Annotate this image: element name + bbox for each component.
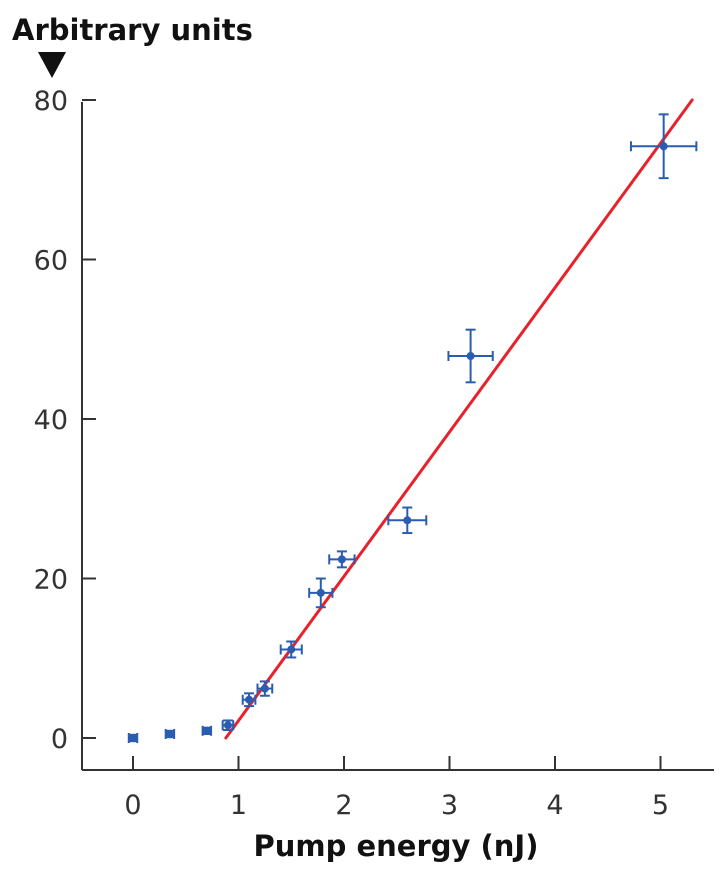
data-point-marker [260, 684, 269, 693]
data-point-marker [659, 142, 668, 151]
y-tick-label: 80 [34, 86, 68, 117]
y-tick-label: 60 [34, 246, 68, 277]
x-axis-title: Pump energy (nJ) [254, 829, 539, 863]
x-tick-label: 0 [124, 790, 141, 821]
data-point [127, 733, 139, 743]
data-points-layer [127, 113, 698, 743]
fit-line-layer [224, 98, 694, 740]
fit-line [224, 98, 694, 740]
data-point [201, 725, 213, 736]
data-point-marker [223, 721, 232, 730]
x-tick-label: 5 [652, 790, 669, 821]
data-point-marker [337, 555, 346, 564]
data-point-marker [316, 588, 325, 597]
data-point [328, 550, 356, 569]
data-point [387, 506, 428, 535]
data-point-marker [165, 730, 174, 739]
data-point [164, 729, 176, 740]
data-point [241, 692, 257, 708]
y-tick-label: 0 [51, 724, 68, 755]
y-axis-title: Arbitrary units [12, 13, 253, 47]
data-point-marker [245, 695, 254, 704]
data-point-marker [129, 734, 137, 742]
x-tick-label: 2 [335, 790, 352, 821]
data-point [308, 577, 334, 609]
data-point [221, 719, 235, 732]
data-point [279, 640, 303, 659]
y-tick-label: 20 [34, 565, 68, 596]
data-point [447, 328, 494, 384]
x-tick-label: 4 [546, 790, 563, 821]
y-tick-label: 40 [34, 405, 68, 436]
data-point [629, 113, 698, 180]
x-tick-label: 1 [230, 790, 247, 821]
data-point-marker [287, 645, 296, 654]
axes: 0 20 40 60 80 0 1 2 3 4 5 [34, 86, 714, 821]
data-point-marker [403, 516, 412, 525]
data-point [256, 680, 274, 697]
y-axis-title-arrow-icon [38, 52, 66, 78]
data-point-marker [202, 726, 211, 735]
x-tick-label: 3 [441, 790, 458, 821]
data-point-marker [466, 351, 475, 360]
